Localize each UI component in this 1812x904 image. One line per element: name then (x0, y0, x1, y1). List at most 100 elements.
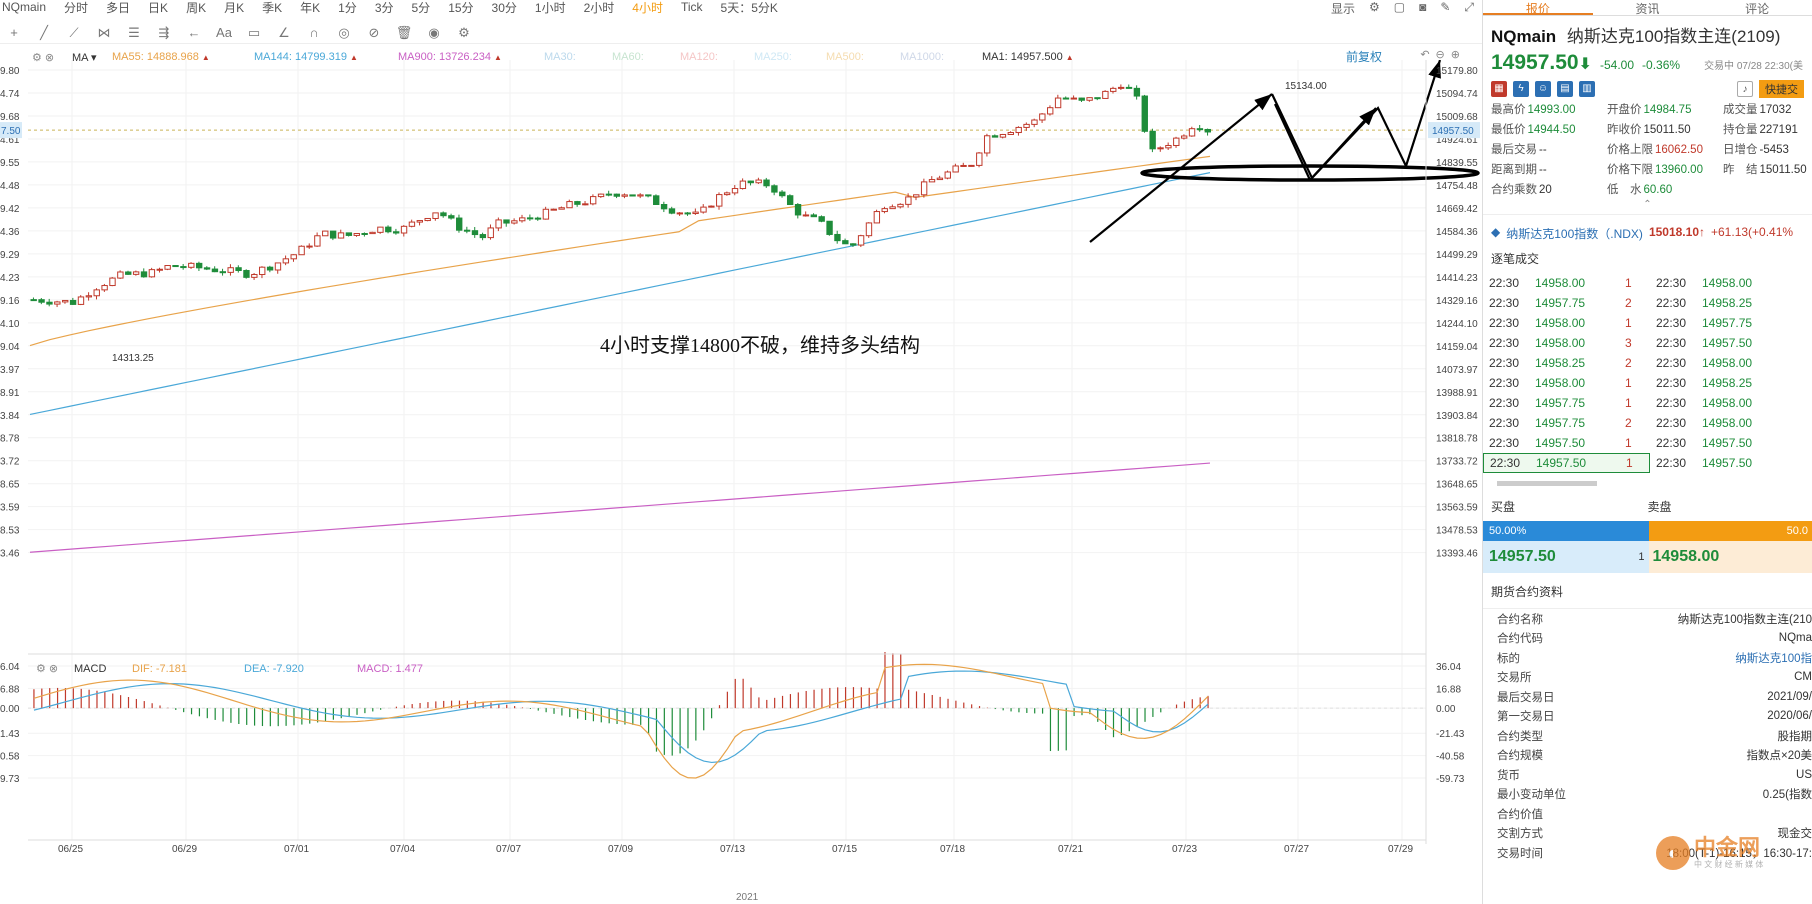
tick-row[interactable]: 22:30 14958.25 (1650, 293, 1812, 313)
chart-icon[interactable]: ▥ (1579, 81, 1595, 97)
comment-tool-icon[interactable]: ▭ (247, 24, 261, 40)
tick-time: 22:30 (1656, 396, 1687, 410)
tick-row[interactable]: 22:30 14958.25 (1650, 373, 1812, 393)
person-icon[interactable]: ☺ (1535, 81, 1551, 97)
lightning-icon[interactable]: ϟ (1513, 81, 1529, 97)
chart-grid (28, 60, 1426, 840)
text-tool-icon[interactable]: Aa (216, 25, 232, 40)
eye-icon[interactable]: ◉ (428, 24, 440, 40)
period-11[interactable]: 30分 (491, 0, 517, 15)
tick-row[interactable]: 22:30 14957.50 (1650, 453, 1812, 473)
tick-volume: 1 (1625, 316, 1632, 330)
tab-quote[interactable]: 报价 (1483, 0, 1593, 16)
line-tool-icon[interactable]: ╱ (40, 24, 48, 40)
tick-row[interactable]: 22:30 14958.00 (1650, 353, 1812, 373)
tick-row[interactable]: 22:30 14958.00 1 (1483, 313, 1650, 333)
gear-icon[interactable]: ⚙ (458, 24, 470, 40)
fib-tool-icon[interactable]: ☰ (128, 24, 140, 40)
tick-row[interactable]: 22:30 14958.00 1 (1483, 273, 1650, 293)
display-menu[interactable]: 显示 (1330, 2, 1355, 16)
tick-scrollbar[interactable] (1497, 481, 1597, 486)
bell-icon[interactable]: ♪ (1737, 81, 1753, 97)
tick-row[interactable]: 22:30 14958.00 1 (1483, 373, 1650, 393)
period-14[interactable]: 4小时 (632, 0, 663, 15)
tab-news[interactable]: 资讯 (1635, 2, 1660, 16)
tick-row[interactable]: 22:30 14957.50 (1650, 433, 1812, 453)
lock-icon[interactable]: ⊘ (368, 24, 380, 40)
tick-row[interactable]: 22:30 14958.25 2 (1483, 353, 1650, 373)
info-value[interactable]: 纳斯达克100指 (1735, 652, 1812, 665)
period-3[interactable]: 周K (186, 0, 207, 15)
period-7[interactable]: 1分 (338, 0, 357, 15)
fuquan-button[interactable]: 前复权 (1345, 50, 1382, 64)
tab-comments[interactable]: 评论 (1745, 2, 1770, 16)
candle-body (983, 135, 991, 154)
period-4[interactable]: 月K (224, 0, 245, 15)
ask-price-cell[interactable]: 14958.00 (1648, 541, 1812, 573)
collapse-icon[interactable]: ⌃ (1643, 199, 1652, 210)
period-8[interactable]: 3分 (374, 0, 394, 15)
arrow-tool-icon[interactable]: ← (187, 25, 201, 40)
zoom-controls[interactable]: ↶⊖⊕ (1420, 49, 1466, 61)
tick-row[interactable]: 22:30 14958.00 (1650, 413, 1812, 433)
fork-tool-icon[interactable]: ⋈ (97, 24, 111, 40)
index-quote-row[interactable]: ◆ 纳斯达克100指数（.NDX) 15018.10↑ +61.13(+0.41… (1483, 214, 1812, 244)
tick-row[interactable]: 22:30 14957.75 2 (1483, 293, 1650, 313)
candle-body (1062, 97, 1070, 100)
stat-key: 低 水 (1607, 184, 1642, 196)
period-9[interactable]: 5分 (411, 0, 431, 15)
tick-row[interactable]: 22:30 14957.50 1 (1483, 433, 1650, 453)
ma-label[interactable]: MA ▾ (72, 51, 97, 64)
tick-row[interactable]: 22:30 14958.00 3 (1483, 333, 1650, 353)
fullscreen-icon[interactable]: ⤢ (1464, 0, 1474, 14)
x-tick-label: 06/25 (58, 844, 83, 855)
tick-row[interactable]: 22:30 14957.75 1 (1483, 393, 1650, 413)
kline-chart[interactable]: 36.04 6.04 16.88 6.88 0.00 0.00 -21.43 1.43 -40.… (0, 60, 1482, 904)
period-0[interactable]: 分时 (64, 0, 89, 15)
candle-body (566, 201, 573, 209)
hide-icon[interactable]: ◎ (338, 24, 350, 40)
flag-icon[interactable]: ▦ (1491, 81, 1507, 97)
info-row: 交易时间 18:00(T-1)-16:15，16:30-17: (1483, 843, 1812, 863)
layout-icon[interactable]: ▢ (1393, 0, 1406, 14)
period-12[interactable]: 1小时 (534, 0, 566, 15)
magnet-icon[interactable]: ∩ (309, 25, 319, 40)
bid-price-cell[interactable]: 14957.50 1 (1483, 541, 1649, 573)
period-1[interactable]: 多日 (106, 0, 131, 15)
tick-row[interactable]: 22:30 14958.00 (1650, 393, 1812, 413)
period-16[interactable]: 5天：5分K (720, 0, 778, 15)
ray-tool-icon[interactable]: ⟋ (69, 24, 79, 40)
period-2[interactable]: 日K (148, 0, 169, 15)
symbol-label[interactable]: NQmain (2, 0, 47, 14)
contract-info-list: 合约名称 纳斯达克100指数主连(210 合约代码 NQma 标的 纳斯达克100指 交易所… (1483, 609, 1812, 863)
ma-settings-icon[interactable]: ⚙ ⊗ (32, 51, 55, 64)
macd-label[interactable]: MACD (74, 663, 106, 675)
period-15[interactable]: Tick (680, 0, 703, 14)
settings-icon[interactable]: ⚙ (1368, 0, 1380, 14)
ma144-line (29, 172, 1211, 416)
period-13[interactable]: 2小时 (583, 0, 615, 15)
quick-trade-button[interactable]: 快捷交 (1759, 80, 1804, 98)
low-price-label: 14313.25 (112, 353, 154, 364)
period-5[interactable]: 季K (262, 0, 283, 15)
macd-settings-icon[interactable]: ⚙ ⊗ (36, 663, 58, 675)
doc-icon[interactable]: ▤ (1557, 81, 1573, 97)
candle-body (479, 234, 487, 239)
y-tick-label-left: 8.91 (0, 388, 20, 399)
tick-row[interactable]: 22:30 14957.50 1 (1483, 453, 1650, 473)
tick-row[interactable]: 22:30 14957.75 2 (1483, 413, 1650, 433)
candle-body (542, 208, 550, 220)
tick-row[interactable]: 22:30 14958.00 (1650, 273, 1812, 293)
period-10[interactable]: 15分 (448, 0, 474, 15)
period-6[interactable]: 年K (300, 0, 321, 15)
tick-row[interactable]: 22:30 14957.50 (1650, 333, 1812, 353)
camera-icon[interactable]: ◙ (1419, 0, 1427, 14)
tick-row[interactable]: 22:30 14957.75 (1650, 313, 1812, 333)
brush-tool-icon[interactable]: ∠ (278, 24, 290, 40)
crosshair-icon[interactable]: + (10, 25, 18, 40)
trash-icon[interactable]: 🗑 (395, 24, 413, 40)
edit-icon[interactable]: ✎ (1440, 0, 1451, 14)
ma55-polyline (29, 155, 1211, 347)
channel-tool-icon[interactable]: ⇶ (158, 24, 170, 40)
orderbook-ratio-bar: 50.00% 50.0 (1483, 521, 1812, 541)
